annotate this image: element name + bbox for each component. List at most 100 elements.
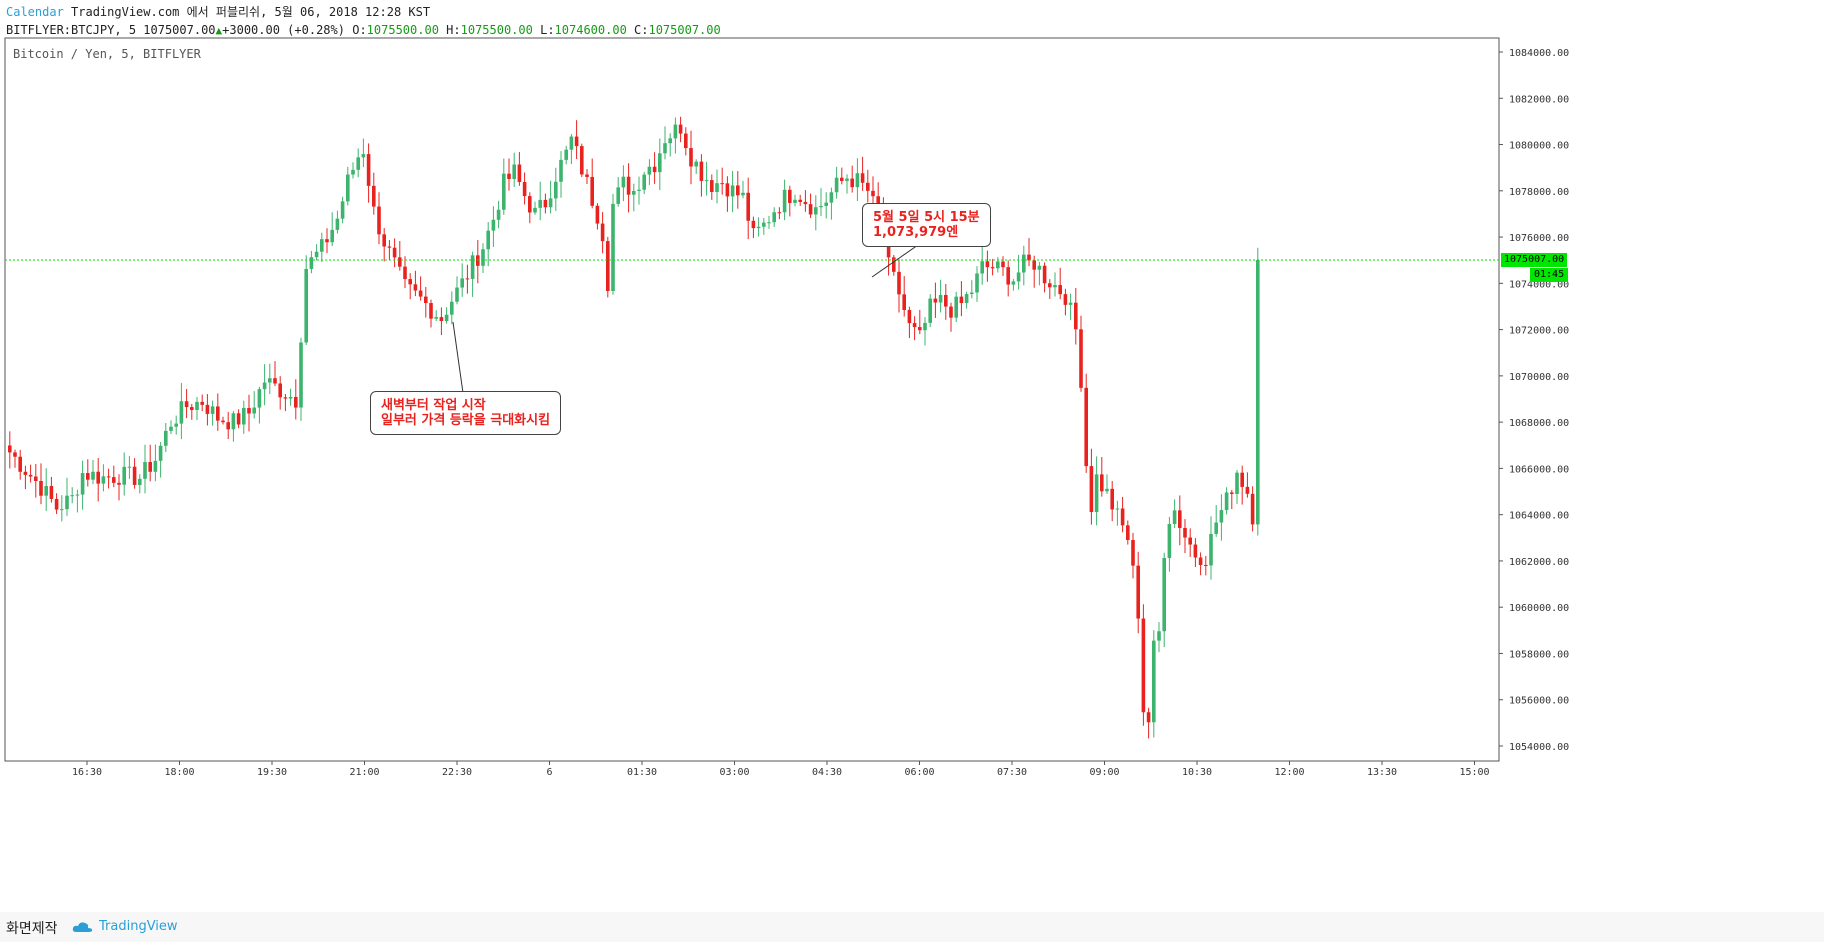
published-text: TradingView.com 에서 퍼블리쉬, 5월 06, 2018 12:… [71, 5, 431, 19]
candle-body [808, 204, 813, 215]
candle-body [330, 229, 334, 243]
candle-body [455, 287, 459, 302]
candle-body [1058, 285, 1062, 295]
candle-body [892, 257, 896, 272]
candle-body [174, 423, 178, 427]
candle-body [1162, 558, 1166, 632]
right-annotation: 5월 5일 5시 15분 1,073,979엔 [862, 203, 991, 247]
footer-label: 화면제작 [6, 921, 58, 937]
price-tick-label: 1062000.00 [1509, 557, 1569, 568]
candle-body [169, 426, 173, 431]
candle-body [980, 261, 984, 274]
left-annotation: 새벽부터 작업 시작 일부러 가격 등락을 극대화시킴 [370, 391, 562, 435]
candle-body [49, 485, 54, 499]
candle-body [122, 466, 126, 485]
candle-body [429, 303, 433, 319]
ohlc-line: BITFLYER:BTCJPY, 5 1075007.00▲+3000.00 (… [6, 22, 721, 38]
candle-body [179, 401, 184, 424]
price-tick-label: 1056000.00 [1509, 696, 1569, 707]
candle-body [190, 407, 194, 410]
candle-body [314, 251, 319, 258]
time-tick-label: 10:30 [1182, 767, 1212, 778]
candle-body [652, 166, 657, 173]
candle-body [138, 478, 142, 485]
open-value: 1075500.00 [366, 23, 439, 37]
candle-body [1157, 631, 1161, 641]
candle-body [294, 396, 298, 408]
price-change: +3000.00 (+0.28%) [222, 23, 345, 37]
candle-body [970, 292, 974, 295]
tradingview-logo[interactable]: TradingView [99, 919, 178, 934]
candle-body [819, 205, 823, 208]
time-tick-label: 06:00 [904, 767, 934, 778]
candle-body [918, 327, 922, 331]
candle-body [814, 207, 818, 215]
candle-body [710, 180, 714, 192]
candle-body [382, 234, 386, 247]
candle-body [80, 473, 85, 495]
candle-body [1120, 508, 1125, 526]
candle-body [44, 485, 48, 496]
candle-body [1094, 474, 1099, 512]
candle-body [278, 383, 282, 398]
candle-body [964, 294, 969, 304]
up-arrow-icon: ▲ [215, 24, 223, 37]
candle-body [13, 452, 17, 457]
candle-body [476, 255, 480, 266]
time-tick-label: 19:30 [257, 767, 287, 778]
candle-body [959, 296, 964, 304]
candle-body [112, 477, 116, 483]
candle-body [1105, 488, 1109, 492]
candle-body [96, 471, 100, 484]
candle-body [996, 261, 1000, 269]
candle-body [70, 495, 74, 497]
candle-body [132, 466, 137, 485]
price-tick-label: 1084000.00 [1509, 48, 1569, 59]
candle-body [195, 401, 199, 410]
candle-body [1006, 267, 1010, 285]
candle-body [65, 495, 69, 510]
candle-body [1022, 254, 1026, 273]
candle-body [1131, 539, 1135, 566]
candle-body [1178, 510, 1182, 528]
candlestick-chart[interactable]: 1054000.00 1056000.00 1058000.00 1060000.00… [0, 0, 1824, 912]
candle-body [616, 187, 620, 204]
candle-body [496, 209, 501, 220]
candle-body [840, 177, 844, 181]
chart-title: Bitcoin / Yen, 5, BITFLYER [13, 47, 202, 61]
time-tick-label: 01:30 [627, 767, 657, 778]
candle-body [86, 473, 90, 480]
candle-body [361, 154, 366, 158]
candle-body [1042, 265, 1047, 284]
candle-body [1209, 533, 1213, 566]
candle-body [585, 174, 589, 177]
candle-body [450, 301, 454, 315]
price-tick-label: 1076000.00 [1509, 233, 1569, 244]
candle-body [1224, 492, 1229, 511]
candle-body [647, 166, 652, 175]
candle-body [366, 154, 371, 186]
left-callout-pointer [452, 321, 471, 394]
candle-body [392, 247, 397, 258]
price-tick-label: 1072000.00 [1509, 326, 1569, 337]
candle-body [704, 180, 709, 182]
candle-body [860, 173, 865, 183]
candle-body [569, 136, 574, 150]
time-tick-label: 13:30 [1367, 767, 1397, 778]
candle-body [28, 474, 33, 477]
price-tick-label: 1060000.00 [1509, 603, 1569, 614]
time-tick-label: 15:00 [1459, 767, 1489, 778]
candle-body [408, 279, 412, 285]
calendar-link[interactable]: Calendar [6, 5, 64, 19]
candle-body [101, 476, 106, 484]
candle-body [1074, 302, 1078, 330]
candle-body [736, 185, 740, 196]
footer: 화면제작 TradingView [0, 912, 1824, 942]
time-tick-label: 03:00 [719, 767, 749, 778]
candle-body [975, 273, 979, 293]
candle-body [751, 220, 756, 229]
candle-body [834, 177, 839, 193]
candle-body [689, 148, 693, 167]
candle-body [39, 480, 43, 496]
time-tick-label: 6 [546, 767, 552, 778]
